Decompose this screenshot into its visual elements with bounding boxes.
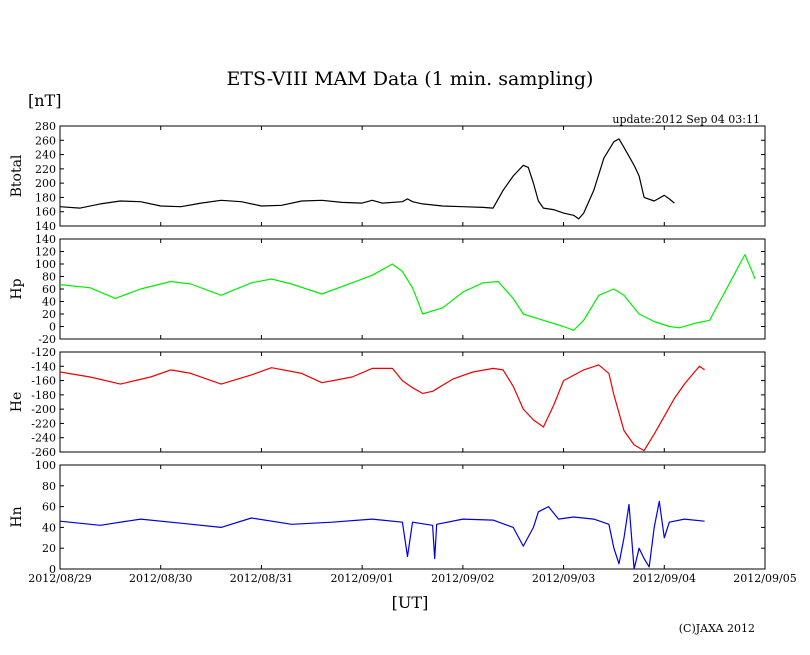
y-tick-label: -200 [31,403,56,416]
x-tick-label: 2012/09/04 [633,572,696,585]
y-tick-label: 240 [35,149,56,162]
y-tick-label: 220 [35,163,56,176]
y-tick-label: -260 [31,446,56,459]
panel-ylabel: Hp [9,278,25,299]
y-tick-label: 60 [42,283,56,296]
panel-he: -120-140 -160-180-200-220 -240-260 He [9,346,766,459]
series-line-hp [59,254,756,331]
y-tick-label: 20 [42,542,56,555]
copyright-credit: (C)JAXA 2012 [679,622,755,635]
series-line-he [59,364,705,452]
x-tick-label: 2012/09/05 [733,572,796,585]
panel-frame [59,125,766,227]
y-unit-label: [nT] [28,91,61,110]
y-tick-label: 100 [35,258,56,271]
panel-frame [59,464,766,570]
y-tick-label: 0 [49,563,56,576]
x-tick-label: 2012/08/29 [28,572,91,585]
y-tick-label: 200 [35,177,56,190]
y-tick-label: -180 [31,389,56,402]
y-tick-label: 80 [42,480,56,493]
series-line-hn [59,500,705,570]
panel-ylabel: He [9,392,25,413]
y-tick-label: -20 [38,333,56,346]
chart-title: ETS-VIII MAM Data (1 min. sampling) [227,68,594,90]
panels-group: 280260240220200180160140Btotal1401201008… [9,120,766,576]
y-tick-label: -140 [31,360,56,373]
x-tick-label: 2012/08/30 [129,572,192,585]
panel-ylabel: Hn [9,506,25,527]
y-tick-label: 120 [35,246,56,259]
x-axis-label: [UT] [392,593,429,612]
y-tick-label: -220 [31,417,56,430]
y-tick-label: 0 [49,321,56,334]
y-tick-label: 40 [42,521,56,534]
y-tick-label: 60 [42,501,56,514]
x-tick-label: 2012/09/03 [532,572,595,585]
y-tick-label: 80 [42,271,56,284]
y-tick-label: -160 [31,375,56,388]
y-tick-label: 180 [35,191,56,204]
y-tick-label: 280 [35,120,56,133]
y-tick-label: -240 [31,432,56,445]
y-tick-label: 160 [35,206,56,219]
series-line-btotal [59,138,675,220]
x-axis-ticks: 2012/08/29 2012/08/30 2012/08/31 2012/09/01… [28,572,796,585]
y-tick-label: 260 [35,134,56,147]
y-tick-label: 100 [35,459,56,472]
y-tick-label: 20 [42,308,56,321]
panel-hn: 100 80 60 40 20 0 Hn [9,459,766,576]
y-tick-label: 40 [42,296,56,309]
y-tick-label: 140 [35,220,56,233]
update-timestamp: update:2012 Sep 04 03:11 [612,113,760,126]
x-tick-label: 2012/08/31 [230,572,293,585]
x-tick-label: 2012/09/02 [431,572,494,585]
panel-ylabel: Btotal [9,154,25,197]
y-tick-label: 140 [35,233,56,246]
panel-frame [59,351,766,453]
x-tick-label: 2012/09/01 [330,572,393,585]
y-tick-label: -120 [31,346,56,359]
